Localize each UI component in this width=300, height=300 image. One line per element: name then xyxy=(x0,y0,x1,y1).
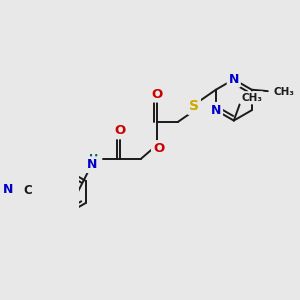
Text: S: S xyxy=(189,99,199,113)
Text: H: H xyxy=(89,154,98,164)
Text: O: O xyxy=(152,88,163,100)
Text: O: O xyxy=(115,124,126,137)
Text: CH₃: CH₃ xyxy=(274,87,295,97)
Text: C: C xyxy=(23,184,32,197)
Text: CH₃: CH₃ xyxy=(241,93,262,103)
Text: O: O xyxy=(153,142,164,155)
Text: N: N xyxy=(229,73,239,86)
Text: N: N xyxy=(87,158,98,171)
Text: N: N xyxy=(211,104,221,117)
Text: N: N xyxy=(3,183,13,196)
